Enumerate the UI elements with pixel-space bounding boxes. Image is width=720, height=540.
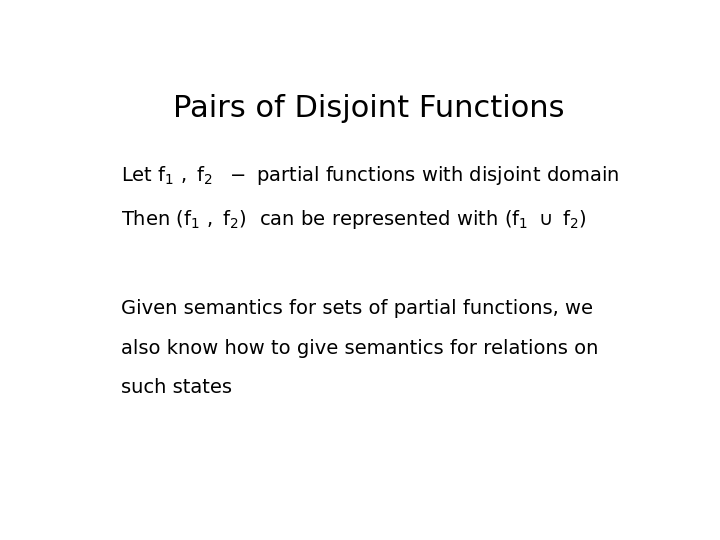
Text: Pairs of Disjoint Functions: Pairs of Disjoint Functions — [174, 94, 564, 123]
Text: $\mathrm{Then\ (f_1\ ,\ f_2)\ \ can\ be\ represented\ with\ (f_1\ \cup\ f_2)}$: $\mathrm{Then\ (f_1\ ,\ f_2)\ \ can\ be\… — [121, 208, 587, 231]
Text: such states: such states — [121, 379, 232, 397]
Text: $\mathrm{Let\ f_1\ ,\ f_2\ \ -\ partial\ functions\ with\ disjoint\ domain}$: $\mathrm{Let\ f_1\ ,\ f_2\ \ -\ partial\… — [121, 164, 619, 187]
Text: Given semantics for sets of partial functions, we: Given semantics for sets of partial func… — [121, 299, 593, 318]
Text: also know how to give semantics for relations on: also know how to give semantics for rela… — [121, 339, 598, 358]
